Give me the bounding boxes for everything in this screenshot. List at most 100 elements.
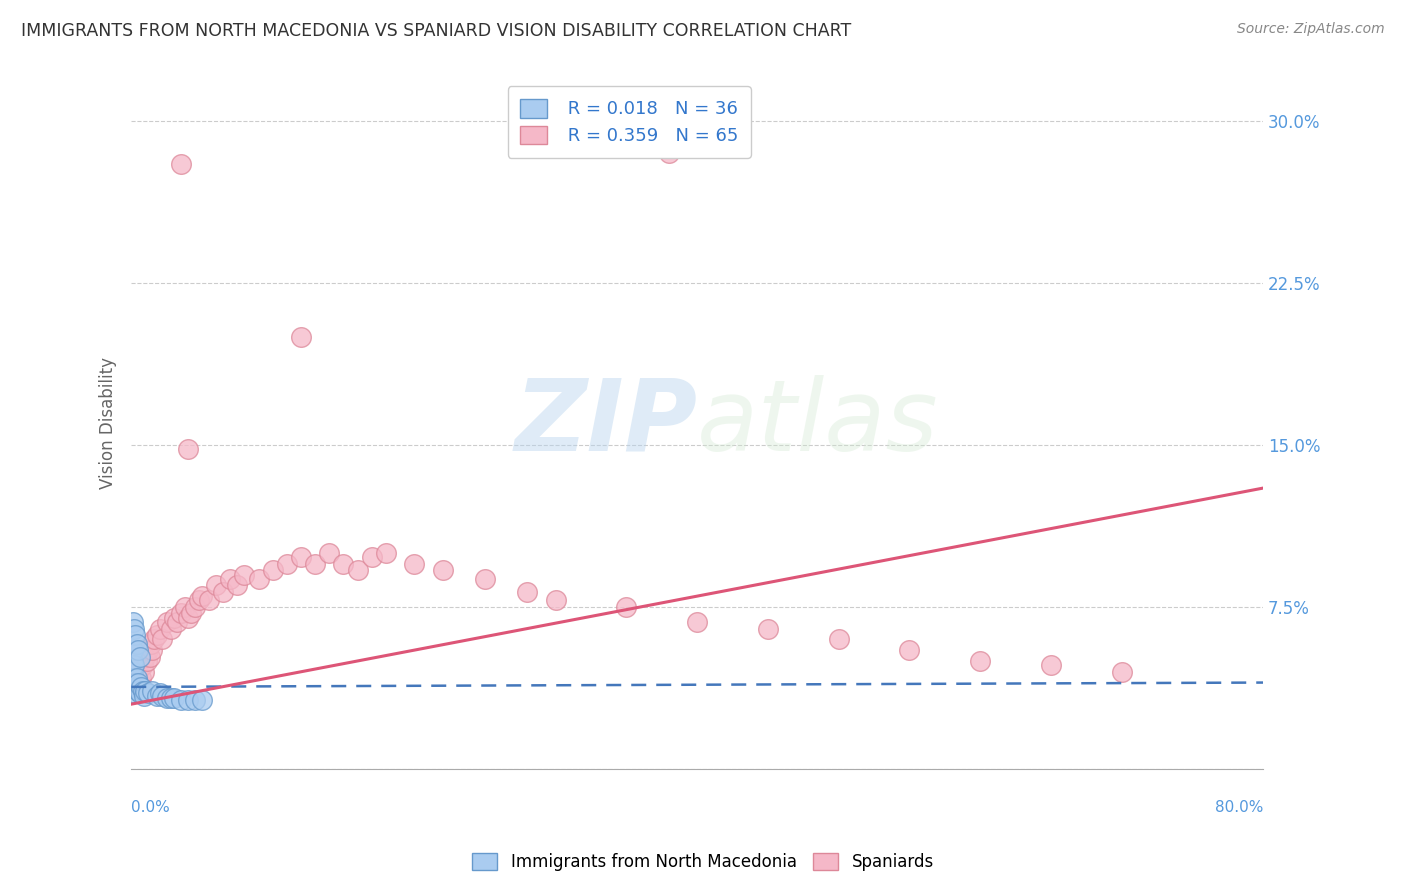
Point — [128, 643, 150, 657]
Point — [180, 607, 202, 621]
Point — [184, 599, 207, 614]
Point — [122, 658, 145, 673]
Point — [174, 599, 197, 614]
Point — [170, 693, 193, 707]
Point — [121, 680, 143, 694]
Point — [124, 658, 146, 673]
Point — [276, 557, 298, 571]
Point — [121, 643, 143, 657]
Text: 80.0%: 80.0% — [1215, 799, 1263, 814]
Point — [304, 557, 326, 571]
Point — [145, 689, 167, 703]
Point — [188, 593, 211, 607]
Text: Source: ZipAtlas.com: Source: ZipAtlas.com — [1237, 22, 1385, 37]
Text: 0.0%: 0.0% — [131, 799, 170, 814]
Point — [828, 632, 851, 647]
Legend: Immigrants from North Macedonia, Spaniards: Immigrants from North Macedonia, Spaniar… — [464, 845, 942, 880]
Point — [226, 578, 249, 592]
Point — [125, 671, 148, 685]
Point — [131, 658, 153, 673]
Point — [125, 680, 148, 694]
Point — [346, 563, 368, 577]
Point — [128, 686, 150, 700]
Point — [127, 643, 149, 657]
Point — [658, 146, 681, 161]
Point — [121, 675, 143, 690]
Point — [121, 665, 143, 679]
Point — [125, 675, 148, 690]
Point — [474, 572, 496, 586]
Legend:  R = 0.018   N = 36,  R = 0.359   N = 65: R = 0.018 N = 36, R = 0.359 N = 65 — [508, 87, 751, 158]
Point — [122, 675, 145, 690]
Point — [177, 693, 200, 707]
Point — [124, 686, 146, 700]
Point — [136, 643, 159, 657]
Point — [166, 615, 188, 629]
Point — [127, 684, 149, 698]
Point — [127, 675, 149, 690]
Point — [125, 654, 148, 668]
Point — [1111, 665, 1133, 679]
Point — [132, 689, 155, 703]
Point — [160, 690, 183, 705]
Point — [191, 589, 214, 603]
Point — [141, 643, 163, 657]
Point — [138, 649, 160, 664]
Point — [205, 578, 228, 592]
Point — [134, 684, 156, 698]
Point — [290, 550, 312, 565]
Point — [124, 671, 146, 685]
Point — [145, 628, 167, 642]
Point — [141, 684, 163, 698]
Point — [170, 157, 193, 171]
Point — [156, 615, 179, 629]
Point — [148, 622, 170, 636]
Point — [128, 649, 150, 664]
Point — [756, 622, 779, 636]
Point — [124, 675, 146, 690]
Point — [212, 584, 235, 599]
Point — [122, 665, 145, 679]
Point — [121, 654, 143, 668]
Point — [374, 546, 396, 560]
Point — [160, 622, 183, 636]
Point — [163, 611, 186, 625]
Point — [156, 690, 179, 705]
Point — [432, 563, 454, 577]
Point — [290, 330, 312, 344]
Point — [184, 693, 207, 707]
Point — [177, 611, 200, 625]
Point — [544, 593, 567, 607]
Point — [139, 637, 162, 651]
Y-axis label: Vision Disability: Vision Disability — [100, 357, 117, 489]
Point — [969, 654, 991, 668]
Point — [122, 671, 145, 685]
Point — [898, 643, 921, 657]
Point — [191, 693, 214, 707]
Point — [332, 557, 354, 571]
Point — [616, 599, 638, 614]
Point — [142, 632, 165, 647]
Point — [318, 546, 340, 560]
Point — [134, 649, 156, 664]
Point — [686, 615, 709, 629]
Text: IMMIGRANTS FROM NORTH MACEDONIA VS SPANIARD VISION DISABILITY CORRELATION CHART: IMMIGRANTS FROM NORTH MACEDONIA VS SPANI… — [21, 22, 852, 40]
Point — [127, 680, 149, 694]
Point — [150, 689, 173, 703]
Point — [132, 665, 155, 679]
Point — [163, 690, 186, 705]
Point — [127, 665, 149, 679]
Point — [129, 671, 152, 685]
Text: atlas: atlas — [697, 375, 939, 472]
Point — [516, 584, 538, 599]
Point — [121, 615, 143, 629]
Point — [136, 686, 159, 700]
Point — [148, 686, 170, 700]
Point — [129, 680, 152, 694]
Point — [131, 684, 153, 698]
Point — [233, 567, 256, 582]
Point — [170, 607, 193, 621]
Point — [128, 675, 150, 690]
Point — [125, 637, 148, 651]
Point — [1039, 658, 1062, 673]
